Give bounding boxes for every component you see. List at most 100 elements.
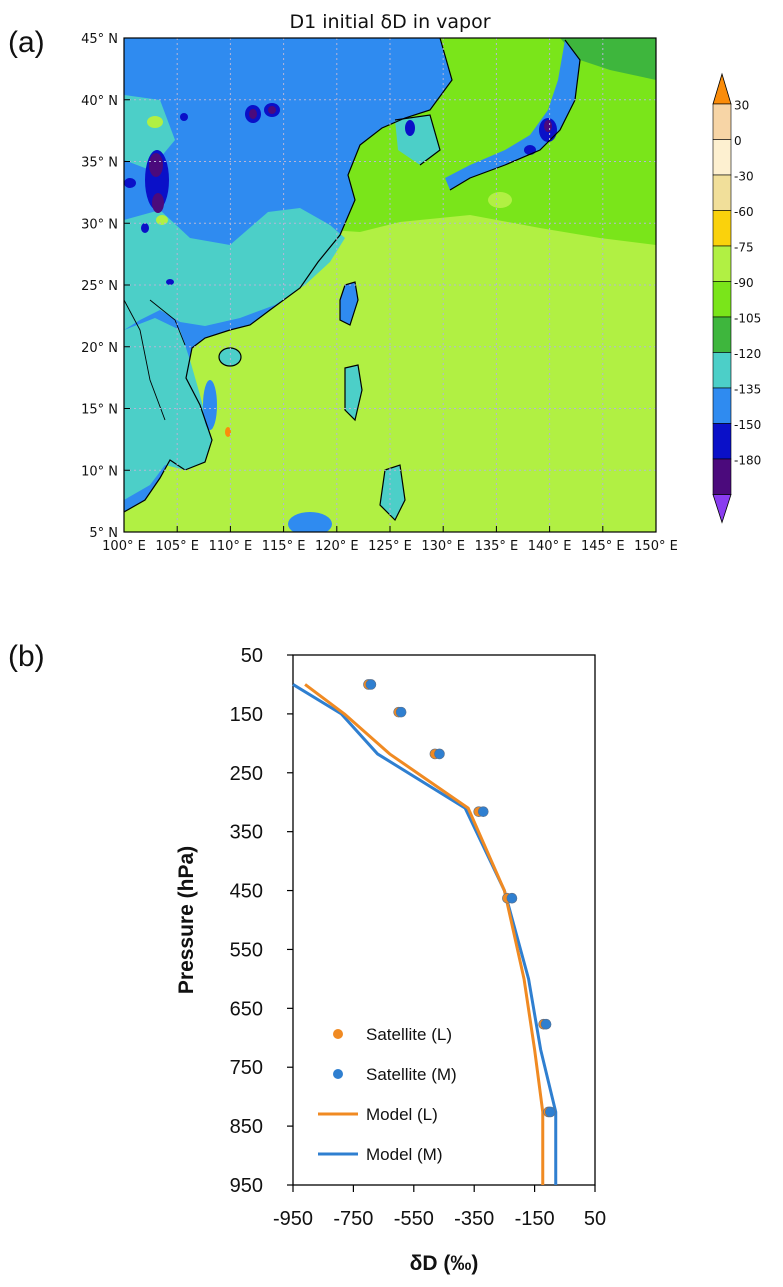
colorbar-tick-label: -180: [734, 453, 761, 467]
colorbar-segment: [712, 352, 732, 389]
delta-d-vapor-map: D1 initial δD in vapor: [81, 11, 761, 554]
profile-y-tick-label: 950: [230, 1175, 263, 1197]
depleted-spot-6: [141, 223, 149, 233]
profile-plot-area: -950 -750 -550 -350 -150 50 50 150 250 350 450 550 6…: [230, 645, 607, 1230]
luzon-coastline: [344, 364, 363, 422]
colorbar-segment: [712, 316, 732, 353]
colorbar: 30 0 -30 -60 -75 -90 -105 -120 -135 -150 -180: [712, 72, 761, 524]
colorbar-tick-label: 0: [734, 134, 742, 148]
legend-label: Model (L): [366, 1105, 438, 1124]
colorbar-segment: [712, 245, 732, 282]
map-x-tick-label: 125° E: [368, 539, 412, 554]
colorbar-tick-label: -30: [734, 169, 754, 183]
profile-x-tick-label: -750: [333, 1208, 373, 1230]
series-line-model-m: [292, 683, 558, 1185]
map-x-tick-label: 145° E: [581, 539, 625, 554]
colorbar-tick-label: 30: [734, 98, 749, 112]
indochina-region: [124, 318, 212, 500]
colorbar-segment: [712, 387, 732, 424]
map-y-tick-label: 35° N: [81, 156, 118, 171]
map-gridlines: [123, 37, 657, 533]
north-pacific-cool-patch: [560, 38, 656, 80]
colorbar-segment: [712, 210, 732, 247]
profile-x-axis-label: δD (‰): [410, 1252, 479, 1275]
colorbar-segment: [712, 174, 732, 211]
profile-y-axis-label: Pressure (hPa): [175, 846, 198, 994]
data-point-satellite-m: [545, 1106, 556, 1118]
data-point-satellite-l: [429, 748, 441, 760]
legend-label: Satellite (M): [366, 1065, 457, 1084]
profile-frame: [292, 654, 596, 1186]
colorbar-bottom-extension: [712, 494, 732, 524]
map-x-tick-label: 130° E: [421, 539, 465, 554]
panel-b-label: (b): [8, 640, 45, 673]
map-y-tick-label: 15° N: [81, 403, 118, 418]
map-y-tick-label: 10° N: [81, 464, 118, 479]
colorbar-tick-label: -105: [734, 311, 761, 325]
map-y-tick-label: 45° N: [81, 32, 118, 47]
profile-y-tick-label: 650: [230, 998, 263, 1020]
colorbar-segment: [712, 103, 732, 140]
korea-depleted-spot: [405, 120, 415, 136]
data-point-satellite-l: [473, 806, 485, 817]
map-y-tick-label: 25° N: [81, 279, 118, 294]
profile-y-tick-label: 350: [230, 822, 263, 844]
ocean-enriched-patch: [488, 192, 512, 208]
depleted-core-1: [149, 153, 163, 177]
japan-region: [445, 40, 580, 190]
map-y-tick-label: 5° N: [89, 526, 118, 541]
data-point-satellite-l: [543, 1106, 554, 1118]
legend-label: Satellite (L): [366, 1025, 452, 1044]
borneo-depleted-patch: [288, 512, 332, 532]
japan-depleted-core: [544, 120, 552, 132]
profile-x-tick-label: -550: [394, 1208, 434, 1230]
panel-a-label: (a): [8, 26, 45, 59]
colorbar-tick-label: -135: [734, 382, 761, 396]
mindanao-region: [380, 465, 405, 520]
depleted-spot-5: [180, 113, 188, 121]
hainan-region: [219, 348, 241, 366]
taiwan-region: [340, 282, 358, 325]
korea-coastline: [394, 114, 441, 166]
profile-x-tick-label: -950: [273, 1208, 313, 1230]
data-point-satellite-l: [363, 679, 374, 690]
colorbar-segment: [712, 423, 732, 460]
map-x-tick-label: 140° E: [528, 539, 572, 554]
colorbar-segment: [712, 458, 732, 495]
enriched-spot-2: [156, 215, 168, 225]
colorbar-tick-label: -75: [734, 240, 754, 254]
map-x-tick-label: 120° E: [315, 539, 359, 554]
colorbar-tick-label: -150: [734, 418, 761, 432]
map-x-tick-label: 135° E: [475, 539, 519, 554]
western-plateau-patch: [124, 95, 175, 170]
map-y-tick-label: 30° N: [81, 217, 118, 232]
map-x-tick-label: 115° E: [262, 539, 306, 554]
data-point-satellite-l: [393, 706, 405, 718]
map-y-tick-label: 40° N: [81, 94, 118, 109]
data-point-satellite-m: [365, 679, 377, 690]
colorbar-tick-label: -90: [734, 276, 754, 290]
depleted-spot-2: [124, 178, 136, 188]
legend-marker: [333, 1069, 343, 1079]
data-point-satellite-l: [538, 1018, 549, 1030]
legend-marker: [333, 1029, 343, 1039]
series-line-model-l: [304, 683, 545, 1185]
map-x-tick-label: 105° E: [155, 539, 199, 554]
map-y-tick-label: 20° N: [81, 341, 118, 356]
map-x-tick-label: 150° E: [634, 539, 678, 554]
depleted-core-2: [152, 193, 164, 213]
map-y-tick-labels: 45° N 40° N 35° N 30° N 25° N 20° N 15° N 10° N…: [81, 32, 118, 541]
data-point-satellite-m: [434, 748, 445, 760]
south-china-region: [124, 208, 345, 330]
vietnam-coast-band: [203, 380, 217, 430]
profile-y-tick-label: 150: [230, 704, 263, 726]
taiwan-coastline: [339, 281, 359, 326]
data-point-satellite-m: [540, 1018, 552, 1030]
map-field: [124, 38, 656, 532]
enriched-coastal-spot: [225, 427, 231, 437]
map-x-tick-labels: 100° E 105° E 110° E 115° E 120° E 125° E 130°…: [102, 539, 678, 554]
colorbar-tick-label: -120: [734, 347, 761, 361]
profile-y-tick-label: 850: [230, 1116, 263, 1138]
map-title: D1 initial δD in vapor: [289, 11, 490, 33]
profile-x-tick-label: -150: [515, 1208, 555, 1230]
